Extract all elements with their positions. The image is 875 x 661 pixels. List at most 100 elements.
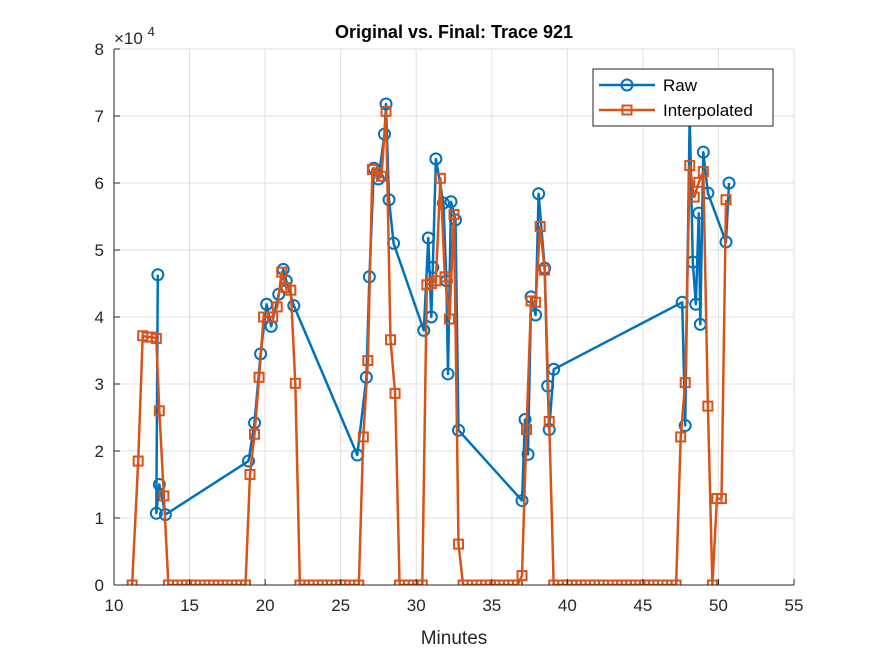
y-exponent: ×10 4: [114, 24, 155, 48]
data-point: [353, 579, 365, 585]
grid: [113, 48, 795, 586]
data-point: [267, 311, 279, 323]
data-point: [379, 97, 393, 111]
data-point: [532, 187, 546, 201]
legend-label: Raw: [663, 76, 698, 95]
data-point: [702, 400, 714, 412]
data-point: [696, 145, 710, 159]
y-tick-label: 3: [95, 375, 104, 394]
data-point: [715, 493, 727, 505]
legend-marker: [621, 104, 633, 116]
data-point: [126, 579, 138, 585]
data-point: [530, 296, 542, 308]
data-point: [249, 428, 261, 440]
series-line-interpolated: [130, 110, 728, 585]
data-point: [285, 284, 297, 296]
svg-text:×10 4: ×10 4: [114, 24, 155, 48]
data-point: [534, 221, 546, 233]
data-point: [720, 194, 732, 206]
data-point: [697, 166, 709, 178]
y-tick-label: 2: [95, 442, 104, 461]
legend-marker: [620, 78, 634, 92]
x-tick-label: 55: [785, 596, 804, 615]
data-point: [436, 196, 450, 210]
data-point: [439, 271, 451, 283]
data-point: [362, 355, 374, 367]
data-point: [426, 260, 440, 274]
data-point: [421, 231, 435, 245]
x-tick-label: 30: [407, 596, 426, 615]
data-point: [158, 490, 170, 502]
legend: Raw Interpolated: [592, 68, 774, 127]
data-point: [276, 266, 288, 278]
data-point: [543, 416, 555, 428]
data-point: [675, 431, 687, 443]
legend-label: Interpolated: [663, 101, 753, 120]
y-tick-label: 5: [95, 241, 104, 260]
data-point: [149, 506, 163, 520]
data-point: [515, 494, 529, 508]
data-point: [289, 377, 301, 389]
data-point: [679, 377, 691, 389]
data-point: [670, 579, 682, 585]
legend-box: [592, 68, 774, 127]
x-tick-label: 25: [331, 596, 350, 615]
data-point: [241, 454, 255, 468]
y-tick-label: 7: [95, 107, 104, 126]
x-axis-label: Minutes: [421, 628, 488, 649]
data-point: [722, 176, 736, 190]
data-point: [434, 172, 446, 184]
data-point: [429, 152, 443, 166]
data-point: [706, 579, 718, 585]
x-tick-label: 15: [180, 596, 199, 615]
data-point: [693, 176, 705, 188]
data-point: [453, 538, 465, 550]
data-point: [417, 323, 431, 337]
series-layer: [126, 97, 736, 585]
data-point: [539, 264, 551, 276]
x-tick-label: 35: [482, 596, 501, 615]
data-point: [150, 332, 162, 344]
data-point: [701, 186, 715, 200]
y-tick-label: 6: [95, 174, 104, 193]
data-point: [244, 468, 256, 480]
data-point: [452, 423, 466, 437]
y-tick-label: 1: [95, 509, 104, 528]
data-point: [444, 195, 458, 209]
data-point: [271, 301, 283, 313]
y-tick-label: 4: [95, 308, 104, 327]
x-tick-label: 45: [633, 596, 652, 615]
data-point: [253, 371, 265, 383]
y-tick-label: 0: [95, 576, 104, 595]
data-point: [239, 579, 251, 585]
data-point: [684, 160, 696, 172]
data-point: [287, 299, 301, 313]
data-point: [516, 570, 528, 582]
data-point: [448, 208, 460, 220]
x-tick-label: 50: [709, 596, 728, 615]
x-tick-label: 40: [558, 596, 577, 615]
x-tick-label: 10: [105, 596, 124, 615]
data-point: [521, 447, 535, 461]
data-point: [380, 105, 392, 117]
data-point: [152, 478, 166, 491]
data-point: [441, 367, 455, 381]
y-tick-label: 8: [95, 40, 104, 59]
chart-title: Original vs. Final: Trace 921: [335, 22, 573, 42]
x-tick-label: 20: [256, 596, 275, 615]
data-point: [443, 313, 455, 325]
data-point: [375, 170, 387, 182]
data-point: [132, 455, 144, 467]
data-point: [521, 424, 533, 436]
y-exponent-base: ×10: [114, 29, 143, 48]
data-point: [688, 191, 700, 203]
data-point: [678, 419, 692, 433]
data-point: [153, 405, 165, 417]
data-point: [357, 431, 369, 443]
data-point: [689, 297, 703, 311]
data-point: [416, 579, 428, 585]
data-point: [389, 387, 401, 399]
